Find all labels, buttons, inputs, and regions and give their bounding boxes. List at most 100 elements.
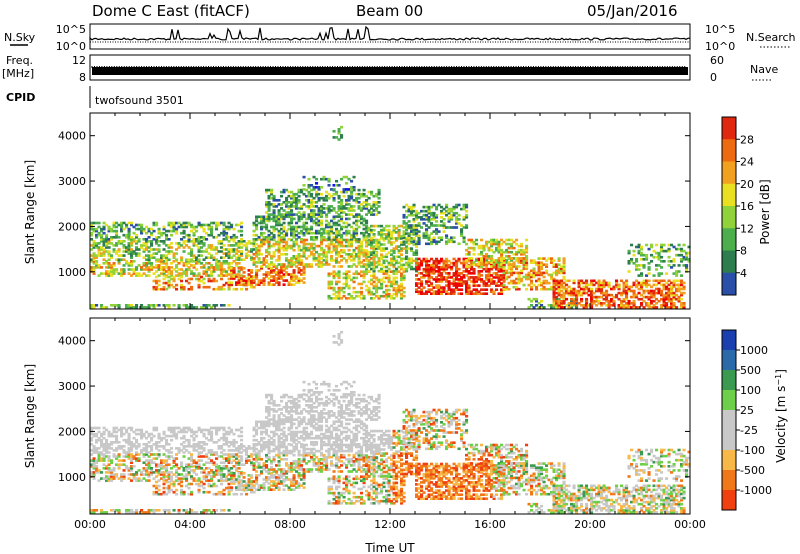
power-cell xyxy=(175,231,179,235)
power-cell xyxy=(515,242,519,246)
power-cell xyxy=(517,248,521,252)
power-cell xyxy=(445,263,449,267)
power-cell xyxy=(615,283,619,287)
power-cell xyxy=(682,304,686,307)
power-cell xyxy=(640,245,644,249)
velocity-cell xyxy=(127,451,131,454)
power-cell xyxy=(652,289,656,293)
power-cell xyxy=(367,290,371,294)
power-cell xyxy=(277,246,281,250)
power-cell xyxy=(252,263,256,266)
power-cell xyxy=(105,306,109,309)
power-cell xyxy=(300,261,304,264)
power-cell xyxy=(515,287,519,291)
power-cell xyxy=(300,279,304,282)
power-cell xyxy=(270,192,274,196)
power-cell xyxy=(325,229,329,233)
power-cell xyxy=(625,291,629,295)
power-cell xyxy=(417,286,421,289)
power-cell xyxy=(297,279,301,282)
power-cell xyxy=(477,265,481,269)
power-cell xyxy=(202,236,206,239)
power-cell xyxy=(150,268,154,271)
power-cell xyxy=(457,278,461,281)
power-cell xyxy=(150,256,154,259)
velocity-cell xyxy=(177,479,181,482)
power-cell xyxy=(652,274,656,277)
power-cell xyxy=(250,250,254,253)
power-cell xyxy=(290,231,294,235)
power-cell xyxy=(160,258,164,261)
power-cell xyxy=(162,240,166,243)
power-cell xyxy=(332,276,336,280)
power-cell xyxy=(472,240,476,244)
power-cell xyxy=(307,265,311,268)
velocity-cell xyxy=(107,467,111,470)
power-cell xyxy=(572,302,576,305)
power-cell xyxy=(102,238,106,241)
power-cell xyxy=(332,221,336,225)
power-cell xyxy=(532,275,536,279)
power-cell xyxy=(205,306,209,309)
power-cell xyxy=(377,245,381,248)
power-cell xyxy=(422,232,426,235)
power-cell xyxy=(320,248,324,252)
power-cell xyxy=(147,260,151,263)
power-cell xyxy=(90,306,94,309)
power-cell xyxy=(197,223,201,227)
power-cell xyxy=(340,265,344,268)
power-cell xyxy=(320,263,324,266)
power-cell xyxy=(255,225,259,229)
power-cell xyxy=(337,213,341,216)
power-cell xyxy=(207,277,211,281)
power-cell xyxy=(600,281,604,285)
power-cell xyxy=(155,258,159,261)
power-cell xyxy=(287,265,291,268)
power-cell xyxy=(362,248,366,252)
power-cell xyxy=(420,226,424,229)
velocity-cell xyxy=(130,461,134,464)
power-cell xyxy=(130,238,134,241)
velocity-cell xyxy=(102,449,106,452)
power-cell xyxy=(637,268,641,271)
power-cell xyxy=(202,266,206,269)
power-cell xyxy=(405,222,409,225)
power-cell xyxy=(337,132,341,135)
power-cell xyxy=(582,281,586,285)
velocity-cell xyxy=(105,447,109,450)
power-cell xyxy=(280,217,284,221)
power-cell xyxy=(370,224,374,228)
power-cell xyxy=(475,259,479,262)
power-cell xyxy=(590,289,594,293)
power-cell xyxy=(210,246,214,249)
power-cell xyxy=(435,270,439,273)
power-cell xyxy=(345,217,349,221)
power-cell xyxy=(277,199,281,202)
power-cell xyxy=(337,128,341,131)
power-cell xyxy=(432,238,436,241)
power-cell xyxy=(107,262,111,265)
power-cell xyxy=(187,238,191,241)
power-cell xyxy=(97,225,101,229)
velocity-cell xyxy=(170,471,174,474)
power-cell xyxy=(430,205,434,209)
power-cell xyxy=(677,247,681,251)
power-cell xyxy=(320,246,324,250)
power-cell xyxy=(660,283,664,287)
power-cell xyxy=(137,272,141,275)
power-cell xyxy=(272,242,276,246)
power-cell xyxy=(567,306,571,309)
power-cell xyxy=(350,213,354,216)
power-cell xyxy=(570,287,574,291)
power-cell xyxy=(272,244,276,248)
power-cell xyxy=(637,281,641,285)
velocity-cell xyxy=(122,455,126,458)
power-cell xyxy=(425,230,429,233)
power-cell xyxy=(420,261,424,265)
power-cell xyxy=(312,211,316,214)
power-cell xyxy=(227,240,231,243)
power-cell xyxy=(607,302,611,305)
power-cell xyxy=(165,266,169,269)
power-cell xyxy=(557,283,561,287)
power-cell xyxy=(422,218,426,221)
